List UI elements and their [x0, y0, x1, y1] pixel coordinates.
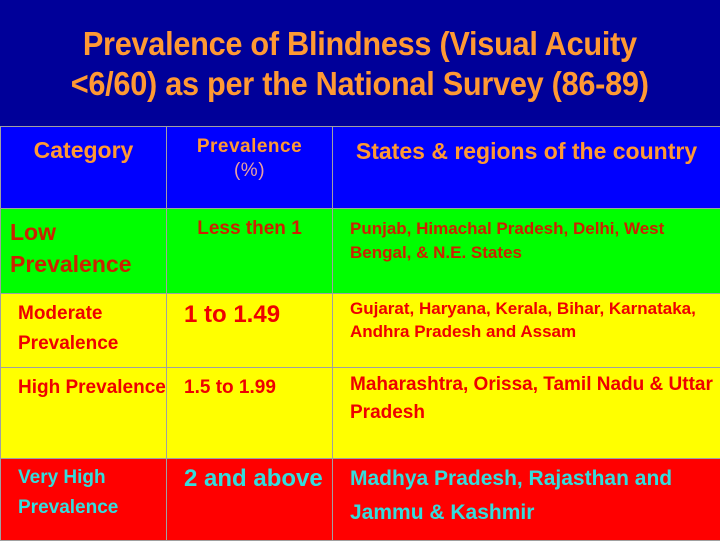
cell-prevalence: Less then 1	[167, 209, 333, 294]
header-prevalence-label: Prevalence	[197, 136, 302, 157]
cell-category: Low Prevalence	[1, 209, 167, 294]
cell-prevalence: 2 and above	[167, 459, 333, 541]
cell-states: Punjab, Himachal Pradesh, Delhi, West Be…	[333, 209, 720, 294]
header-states: States & regions of the country	[333, 127, 720, 209]
header-category: Category	[1, 127, 167, 209]
cell-category: Moderate Prevalence	[1, 294, 167, 368]
cell-states: Madhya Pradesh, Rajasthan and Jammu & Ka…	[333, 459, 720, 541]
table-row-moderate: Moderate Prevalence 1 to 1.49 Gujarat, H…	[1, 294, 720, 368]
table-row-low: Low Prevalence Less then 1 Punjab, Himac…	[1, 209, 720, 294]
cell-category: High Prevalence	[1, 368, 167, 459]
header-prevalence-unit: (%)	[234, 160, 265, 181]
table-header-row: Category Prevalence (%) States & regions…	[1, 127, 720, 209]
cell-states: Gujarat, Haryana, Kerala, Bihar, Karnata…	[333, 294, 720, 368]
title-line-2: <6/60) as per the National Survey (86-89…	[71, 64, 649, 104]
cell-states: Maharashtra, Orissa, Tamil Nadu & Uttar …	[333, 368, 720, 459]
prevalence-table: Category Prevalence (%) States & regions…	[0, 126, 720, 541]
header-prevalence: Prevalence (%)	[167, 127, 333, 209]
cell-category: Very High Prevalence	[1, 459, 167, 541]
table-row-high: High Prevalence 1.5 to 1.99 Maharashtra,…	[1, 368, 720, 459]
cell-prevalence: 1.5 to 1.99	[167, 368, 333, 459]
table-row-very-high: Very High Prevalence 2 and above Madhya …	[1, 459, 720, 541]
slide-title: Prevalence of Blindness (Visual Acuity <…	[0, 0, 720, 126]
title-line-1: Prevalence of Blindness (Visual Acuity	[83, 24, 637, 64]
cell-prevalence: 1 to 1.49	[167, 294, 333, 368]
